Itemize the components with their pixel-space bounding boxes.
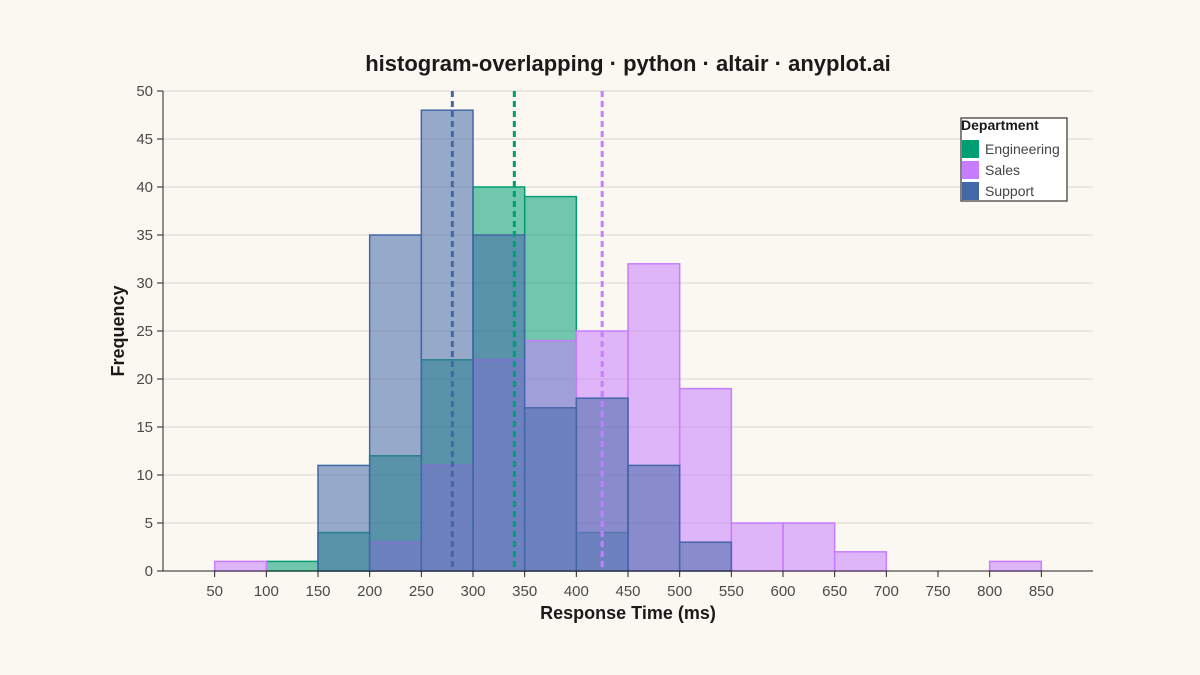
chart-title: histogram-overlapping · python · altair …	[365, 51, 891, 76]
x-axis-title: Response Time (ms)	[540, 603, 716, 623]
y-tick-label-40: 40	[136, 179, 153, 196]
y-tick-label-35: 35	[136, 227, 153, 244]
x-tick-label-650: 650	[822, 583, 847, 600]
legend-swatch-sales	[962, 161, 979, 179]
legend-swatch-engineering	[962, 140, 979, 158]
y-tick-label-30: 30	[136, 275, 153, 292]
legend-label-sales: Sales	[985, 162, 1020, 178]
x-tick-label-400: 400	[564, 583, 589, 600]
x-tick-label-800: 800	[977, 583, 1002, 600]
x-tick-label-300: 300	[460, 583, 485, 600]
bar-support-450	[627, 464, 681, 572]
legend-label-engineering: Engineering	[985, 141, 1060, 157]
x-tick-label-550: 550	[719, 583, 744, 600]
x-tick-label-750: 750	[925, 583, 950, 600]
x-tick-label-200: 200	[357, 583, 382, 600]
bar-support-250	[420, 109, 474, 572]
x-tick-label-250: 250	[409, 583, 434, 600]
bar-sales-800	[988, 560, 1043, 572]
bar-sales-50	[213, 560, 268, 572]
x-tick-label-50: 50	[206, 583, 223, 600]
x-tick-label-100: 100	[254, 583, 279, 600]
x-tick-label-700: 700	[874, 583, 899, 600]
bar-support-150	[317, 464, 371, 572]
y-axis-title: Frequency	[108, 285, 128, 376]
y-tick-label-50: 50	[136, 83, 153, 100]
legend-label-support: Support	[985, 183, 1034, 199]
histogram-bars	[213, 109, 1043, 572]
y-tick-label-5: 5	[145, 515, 153, 532]
bar-support-500	[678, 541, 733, 572]
y-tick-label-20: 20	[136, 371, 153, 388]
bar-engineering-100	[265, 560, 319, 572]
y-tick-label-0: 0	[145, 563, 153, 580]
bar-support-350	[523, 407, 578, 572]
y-tick-label-15: 15	[136, 419, 153, 436]
legend-title: Department	[961, 117, 1039, 133]
x-tick-label-850: 850	[1029, 583, 1054, 600]
y-tick-label-10: 10	[136, 467, 153, 484]
bar-support-300	[472, 234, 526, 572]
mean-lines	[450, 91, 604, 571]
bar-support-200	[368, 234, 423, 572]
axes: 50 100 150 200 250 300 350 400 450 500 550 600 650 70…	[136, 83, 1093, 600]
legend: Department Engineering Sales Support	[960, 117, 1068, 202]
x-tick-label-600: 600	[770, 583, 795, 600]
x-tick-label-350: 350	[512, 583, 537, 600]
x-tick-label-500: 500	[667, 583, 692, 600]
legend-swatch-support	[962, 182, 979, 200]
bar-sales-550	[730, 522, 784, 572]
bar-sales-650	[833, 551, 888, 572]
x-tick-label-150: 150	[305, 583, 330, 600]
x-tick-label-450: 450	[615, 583, 640, 600]
bar-sales-600	[782, 522, 836, 572]
y-tick-label-45: 45	[136, 131, 153, 148]
bar-sales-500	[678, 387, 733, 572]
y-tick-label-25: 25	[136, 323, 153, 340]
